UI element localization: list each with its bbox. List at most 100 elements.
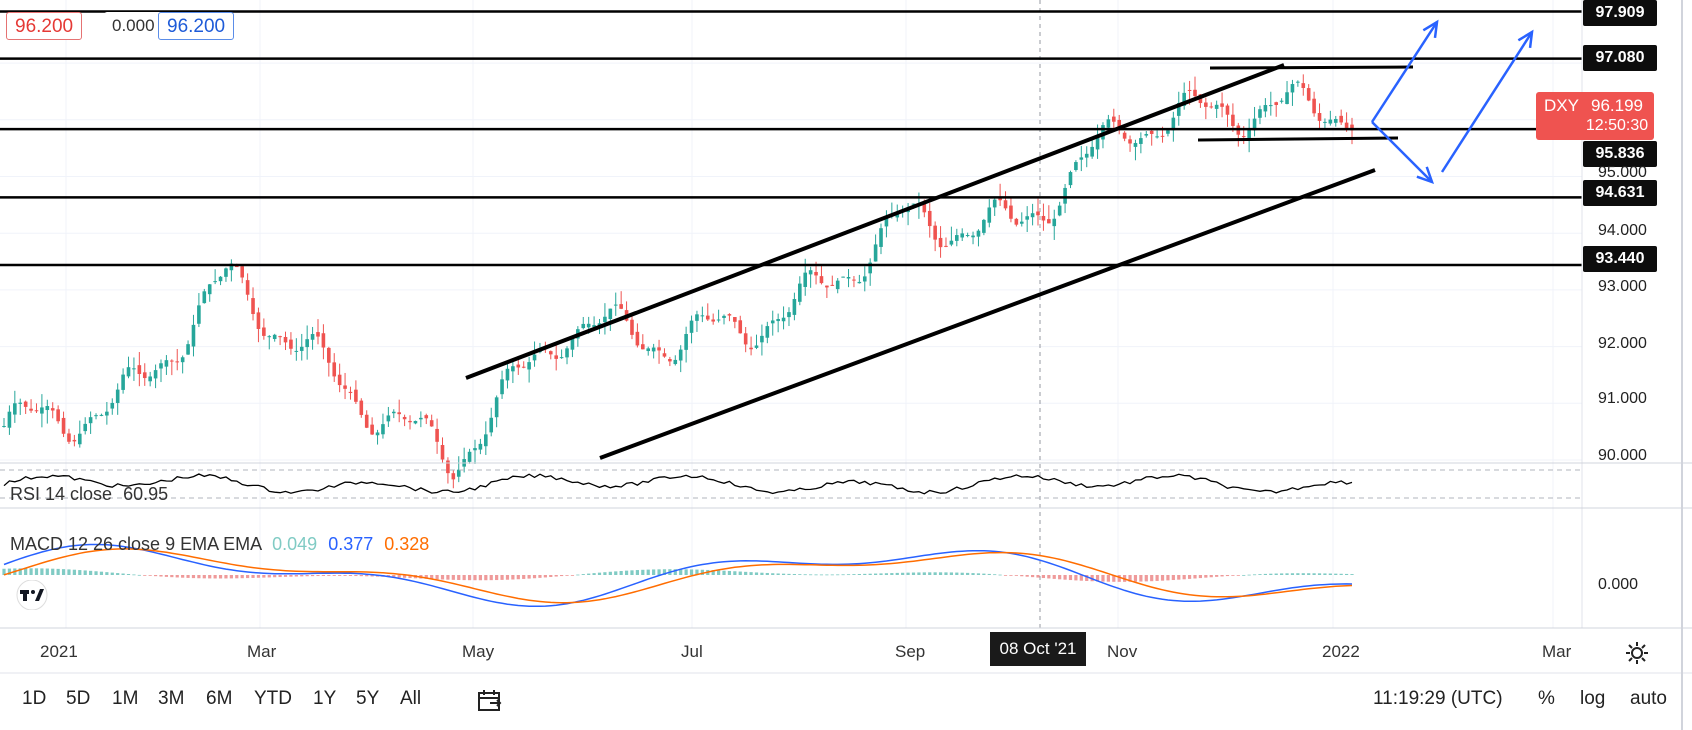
range-1d-button[interactable]: 1D <box>22 688 47 709</box>
macd-histogram-bar <box>619 570 623 575</box>
macd-histogram-bar <box>673 569 677 575</box>
macd-histogram-bar <box>462 575 466 581</box>
macd-histogram-bar <box>863 573 867 575</box>
macd-histogram-bar <box>430 575 434 580</box>
candle-body <box>716 319 721 321</box>
macd-histogram-bar <box>1204 575 1208 578</box>
candle-body <box>987 207 992 223</box>
macd-histogram-bar <box>40 568 44 575</box>
macd-histogram-bar <box>749 572 753 575</box>
candle-body <box>570 338 575 350</box>
symbol-ticker: DXY <box>1544 96 1579 115</box>
candle-body <box>1193 89 1197 97</box>
macd-histogram-bar <box>971 573 975 575</box>
log-scale-toggle[interactable]: log <box>1580 688 1606 709</box>
macd-histogram-bar <box>1047 575 1051 579</box>
candle-body <box>7 411 12 428</box>
rsi-legend[interactable]: RSI 14 close 60.95 <box>10 484 168 505</box>
macd-histogram-bar <box>641 569 645 575</box>
macd-histogram-bar <box>332 575 336 576</box>
candle-body <box>440 445 445 460</box>
macd-histogram-bar <box>1003 575 1008 576</box>
horizontal-level-lines <box>0 10 1582 267</box>
macd-histogram-bar <box>922 572 926 575</box>
range-all-button[interactable]: All <box>400 688 422 709</box>
macd-histogram-bar <box>72 569 76 575</box>
candle-body <box>825 285 829 288</box>
macd-histogram-bar <box>24 568 28 575</box>
macd-legend[interactable]: MACD 12 26 close 9 EMA EMA 0.049 0.377 0… <box>10 534 429 555</box>
macd-histogram-bar <box>310 575 315 577</box>
macd-histogram-bar <box>1269 573 1273 575</box>
range-1m-button[interactable]: 1M <box>112 688 139 709</box>
candle-body <box>343 385 347 389</box>
candle-body <box>419 417 423 420</box>
candle-body <box>197 305 201 324</box>
range-3m-button[interactable]: 3M <box>158 688 185 709</box>
bid-price[interactable]: 96.200 <box>6 12 83 40</box>
macd-histogram-bar <box>67 569 71 575</box>
utc-clock[interactable]: 11:19:29 (UTC) <box>1373 688 1503 709</box>
range-ytd-button[interactable]: YTD <box>254 688 292 709</box>
candle-body <box>435 428 439 442</box>
candle-body <box>348 391 353 394</box>
time-label: 2022 <box>1322 642 1360 661</box>
candle-body <box>608 308 613 320</box>
macd-histogram-bar <box>1085 575 1089 581</box>
candle-body <box>77 433 82 445</box>
macd-histogram-bar <box>522 575 526 579</box>
macd-tick: 0.000 <box>1598 576 1639 593</box>
candle-body <box>1274 102 1279 105</box>
macd-line-value: 0.377 <box>328 534 374 554</box>
ask-price[interactable]: 96.200 <box>158 12 235 40</box>
macd-histogram-bar <box>993 574 997 576</box>
candle-body <box>781 317 786 322</box>
arrow-path <box>1371 121 1433 183</box>
candle-body <box>1025 216 1029 220</box>
macd-histogram-bar <box>1252 574 1257 576</box>
candle-body <box>722 315 726 318</box>
candle-body <box>186 344 190 355</box>
macd-histogram-bar <box>527 575 531 579</box>
candle-body <box>1290 84 1295 93</box>
candle-body <box>413 420 418 424</box>
candle-body <box>1252 118 1257 131</box>
range-1y-button[interactable]: 1Y <box>313 688 337 709</box>
candle-body <box>337 374 342 386</box>
range-5d-button[interactable]: 5D <box>66 688 91 709</box>
calendar-compare-icon[interactable] <box>476 688 504 714</box>
candle-body <box>1285 92 1289 104</box>
time-label: Jul <box>681 642 703 661</box>
candle-body <box>516 364 521 368</box>
candle-body <box>18 402 23 404</box>
candle-body <box>960 233 965 238</box>
macd-histogram-bar <box>906 572 910 575</box>
candle-body <box>126 367 131 377</box>
macd-histogram-bar <box>1112 575 1116 582</box>
auto-scale-toggle[interactable]: auto <box>1630 688 1667 709</box>
candle-body <box>511 366 515 372</box>
candle-body <box>1214 104 1219 109</box>
candle-body <box>965 235 970 237</box>
candle-body <box>1111 116 1116 122</box>
candle-body <box>1090 146 1094 157</box>
candle-body <box>1350 124 1354 131</box>
candle-body <box>67 433 71 442</box>
candle-body <box>933 225 937 240</box>
macd-histogram-bar <box>1323 573 1327 575</box>
macd-histogram-bar <box>338 575 342 576</box>
percent-scale-toggle[interactable]: % <box>1538 688 1555 709</box>
range-5y-button[interactable]: 5Y <box>356 688 380 709</box>
range-6m-button[interactable]: 6M <box>206 688 233 709</box>
candle-body <box>1084 153 1089 158</box>
macd-histogram-bar <box>392 575 396 578</box>
candle-body <box>262 327 266 336</box>
settings-gear-icon[interactable] <box>1624 640 1650 666</box>
spread-value: 0.000 <box>104 12 163 40</box>
macd-histogram-bar <box>18 568 22 575</box>
candle-body <box>1339 115 1343 123</box>
macd-histogram-bar <box>830 574 834 576</box>
macd-histogram-bar <box>738 571 742 575</box>
